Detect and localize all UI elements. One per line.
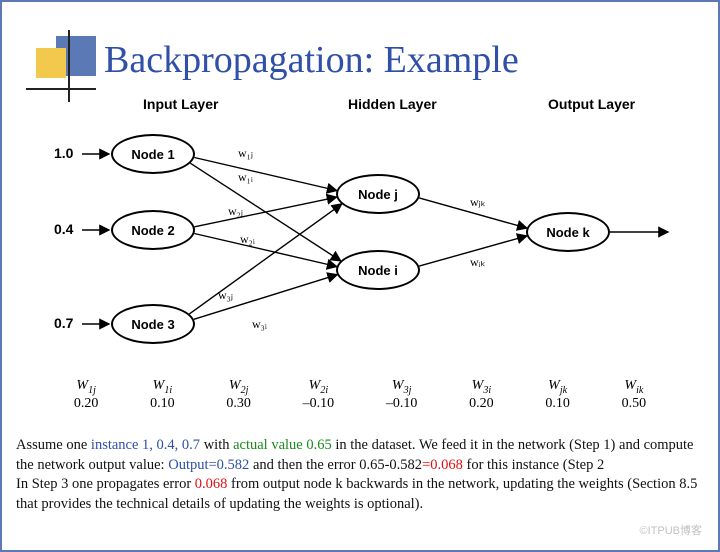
weight-col: W1j0.20 xyxy=(74,378,99,412)
slide: Backpropagation: Example Input Layer Hid… xyxy=(8,8,712,544)
label-input-layer: Input Layer xyxy=(143,96,218,112)
weight-col: W3j–0.10 xyxy=(386,378,418,412)
weight-col: Wjk0.10 xyxy=(545,378,570,412)
slide-logo xyxy=(26,36,96,90)
node-nk: Node k xyxy=(526,212,610,252)
node-n2: Node 2 xyxy=(111,210,195,250)
input-value: 0.7 xyxy=(54,315,73,331)
weight-col: W2j0.30 xyxy=(226,378,251,412)
caption-text: Assume one instance 1, 0.4, 0.7 with act… xyxy=(16,436,704,514)
weight-label: w₁ᵢ xyxy=(238,170,253,185)
label-output-layer: Output Layer xyxy=(548,96,635,112)
weight-label: wᵢₖ xyxy=(470,255,486,270)
node-nj: Node j xyxy=(336,174,420,214)
label-hidden-layer: Hidden Layer xyxy=(348,96,437,112)
weight-label: w₂ⱼ xyxy=(228,204,243,219)
input-value: 0.4 xyxy=(54,221,73,237)
weight-label: w₃ⱼ xyxy=(218,288,233,303)
node-n3: Node 3 xyxy=(111,304,195,344)
weights-table: W1j0.20 W1i0.10 W2j0.30 W2i–0.10 W3j–0.10 W3i… xyxy=(48,378,672,412)
weight-label: w₂ᵢ xyxy=(240,232,255,247)
weight-col: W1i0.10 xyxy=(150,378,175,412)
node-ni: Node i xyxy=(336,250,420,290)
input-value: 1.0 xyxy=(54,145,73,161)
node-n1: Node 1 xyxy=(111,134,195,174)
weight-col: W2i–0.10 xyxy=(303,378,335,412)
weight-label: wⱼₖ xyxy=(470,195,486,210)
watermark: ©ITPUB博客 xyxy=(640,522,703,538)
weight-col: Wik0.50 xyxy=(622,378,647,412)
weight-label: w₃ᵢ xyxy=(252,317,267,332)
slide-title: Backpropagation: Example xyxy=(104,38,519,82)
weight-col: W3i0.20 xyxy=(469,378,494,412)
weight-label: w₁ⱼ xyxy=(238,146,253,161)
